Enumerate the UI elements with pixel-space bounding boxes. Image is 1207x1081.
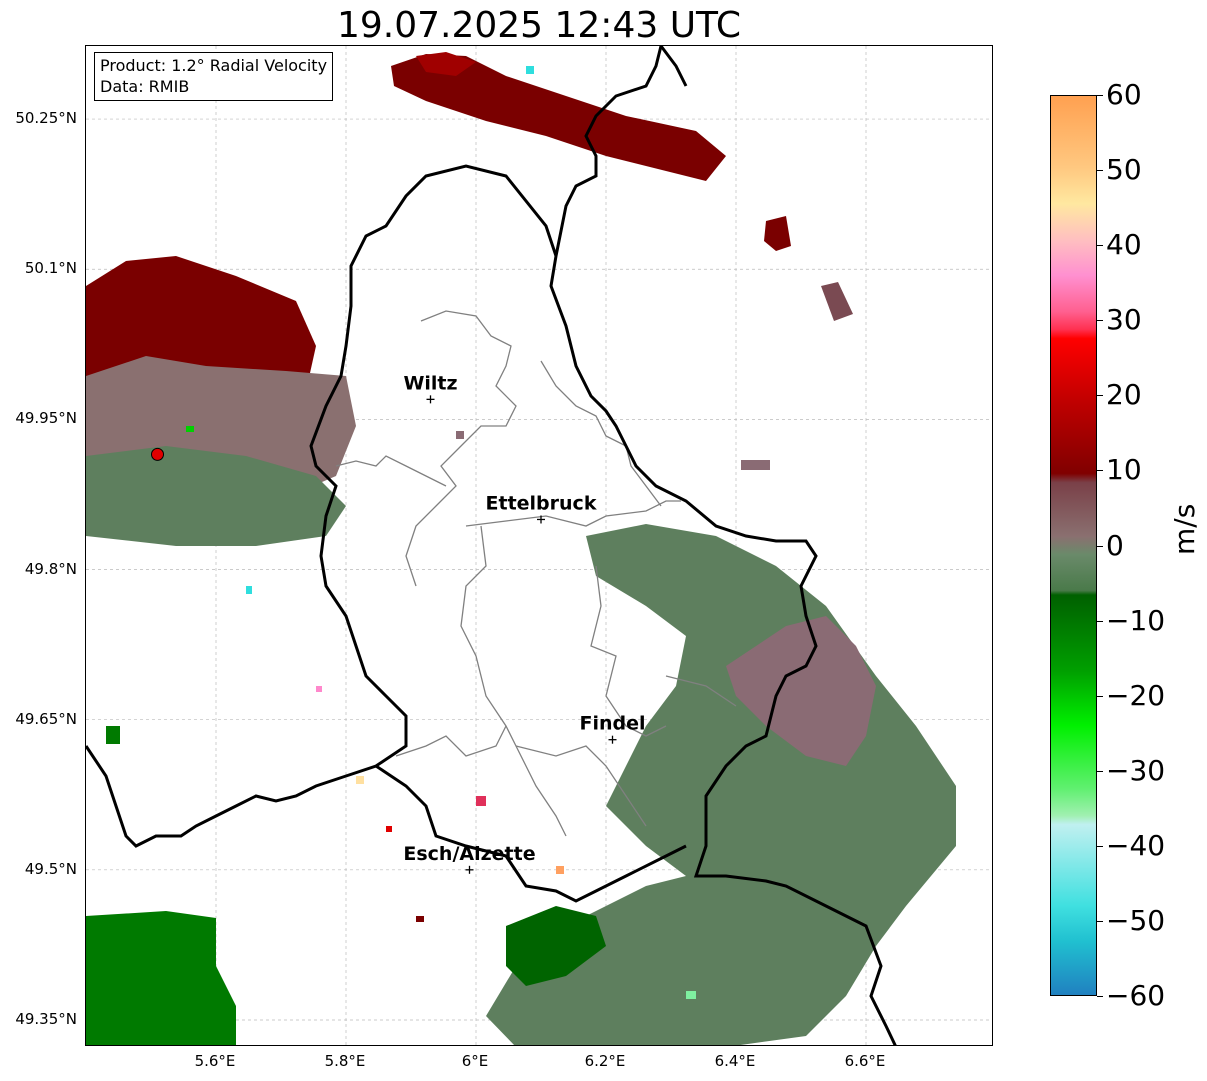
colorbar-tick-label: 40 <box>1106 228 1142 261</box>
echo-speck <box>416 916 424 922</box>
colorbar-tick-label: 0 <box>1106 529 1124 562</box>
colorbar-tick-mark <box>1097 696 1103 697</box>
colorbar-tick-mark <box>1097 470 1103 471</box>
colorbar-tick-label: 10 <box>1106 453 1142 486</box>
colorbar-tick-label: −60 <box>1106 979 1166 1012</box>
product-info-box: Product: 1.2° Radial Velocity Data: RMIB <box>94 52 334 101</box>
city-marker: Ettelbruck <box>486 492 597 524</box>
latitude-tick-label: 50.1°N <box>24 259 77 278</box>
colorbar-tick-mark <box>1097 996 1103 997</box>
echo-north-band-core <box>416 52 476 76</box>
city-marker: Wiltz <box>403 372 458 404</box>
country-border <box>86 46 897 1045</box>
echo-s-darkgreen <box>506 906 606 986</box>
city-label: Wiltz <box>403 372 457 394</box>
colorbar-tick-mark <box>1097 921 1103 922</box>
echo-speck <box>356 776 364 784</box>
colorbar-unit-label: m/s <box>1168 503 1201 555</box>
map-canvas: Wiltz Ettelbruck Findel Esch/Alzette <box>86 46 992 1045</box>
city-label: Esch/Alzette <box>403 843 535 865</box>
colorbar-tick-mark <box>1097 170 1103 171</box>
colorbar <box>1050 95 1097 996</box>
colorbar-tick-label: −30 <box>1106 754 1166 787</box>
city-markers: Wiltz Ettelbruck Findel Esch/Alzette <box>403 372 646 874</box>
echo-speck <box>456 431 464 439</box>
data-source-label: Data: RMIB <box>100 77 190 96</box>
longitude-tick-label: 6°E <box>461 1052 489 1070</box>
echo-radar-clutter-green <box>86 446 346 546</box>
echo-speck <box>316 686 322 692</box>
colorbar-tick-label: 60 <box>1106 78 1142 111</box>
admin-boundaries <box>335 310 737 837</box>
echo-speck <box>246 586 252 594</box>
echo-ne-cell-2 <box>821 282 853 321</box>
echo-small-east <box>741 460 770 470</box>
colorbar-tick-mark <box>1097 320 1103 321</box>
colorbar-tick-label: 20 <box>1106 378 1142 411</box>
echo-speck <box>186 426 194 432</box>
echo-speck <box>106 726 120 744</box>
echo-ne-cell-1 <box>764 216 791 251</box>
colorbar-tick-mark <box>1097 245 1103 246</box>
map-title: 19.07.2025 12:43 UTC <box>336 5 742 46</box>
latitude-tick-label: 50.25°N <box>15 109 77 128</box>
latitude-tick-label: 49.65°N <box>15 709 77 728</box>
longitude-tick-label: 5.6°E <box>194 1052 236 1070</box>
city-marker: Findel <box>579 713 646 744</box>
longitude-tick-label: 5.8°E <box>324 1052 366 1070</box>
city-label: Ettelbruck <box>486 492 597 514</box>
latitude-tick-label: 49.35°N <box>15 1009 77 1028</box>
colorbar-tick-label: −40 <box>1106 829 1166 862</box>
city-label: Findel <box>579 713 645 735</box>
colorbar-tick-mark <box>1097 395 1103 396</box>
echo-speck <box>386 826 392 832</box>
colorbar-tick-label: 30 <box>1106 303 1142 336</box>
longitude-tick-label: 6.4°E <box>714 1052 756 1070</box>
colorbar-tick-mark <box>1097 621 1103 622</box>
radar-site-marker[interactable] <box>151 447 164 461</box>
echo-east-mauve <box>726 616 876 766</box>
latitude-tick-label: 49.8°N <box>24 559 77 578</box>
city-marker: Esch/Alzette <box>403 843 536 874</box>
product-label: Product: 1.2° Radial Velocity <box>100 56 328 75</box>
echo-sw-green <box>86 911 236 1045</box>
colorbar-tick-label: 50 <box>1106 153 1142 186</box>
latitude-tick-label: 49.95°N <box>15 409 77 428</box>
colorbar-tick-label: −20 <box>1106 679 1166 712</box>
longitude-tick-label: 6.2°E <box>584 1052 626 1070</box>
colorbar-tick-mark <box>1097 771 1103 772</box>
colorbar-tick-mark <box>1097 546 1103 547</box>
radar-echoes <box>86 52 956 1045</box>
colorbar-tick-label: −10 <box>1106 604 1166 637</box>
latitude-tick-label: 49.5°N <box>24 859 77 878</box>
radar-map[interactable]: Wiltz Ettelbruck Findel Esch/Alzette <box>85 45 993 1046</box>
colorbar-tick-label: −50 <box>1106 904 1166 937</box>
echo-speck <box>686 991 696 999</box>
echo-speck <box>556 866 564 874</box>
colorbar-tick-mark <box>1097 95 1103 96</box>
echo-north-band <box>391 54 726 181</box>
longitude-tick-label: 6.6°E <box>844 1052 886 1070</box>
echo-speck <box>476 796 486 806</box>
colorbar-tick-mark <box>1097 846 1103 847</box>
echo-speck <box>526 66 534 74</box>
